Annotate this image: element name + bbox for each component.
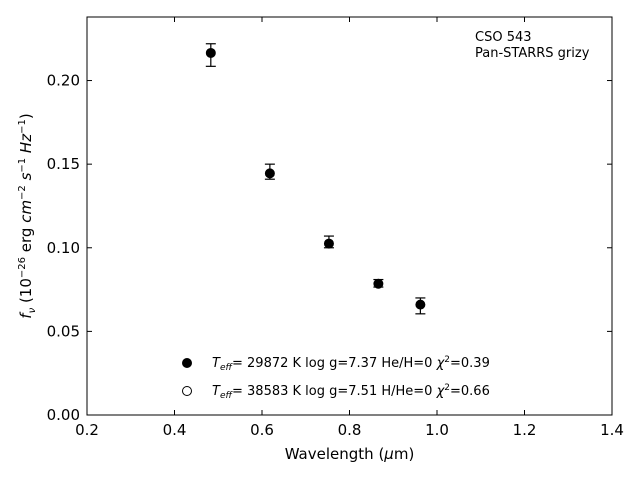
y-tick-label: 0.10 — [47, 239, 80, 257]
annotation-line-1: CSO 543 — [475, 30, 532, 45]
x-tick-label: 1.2 — [513, 421, 537, 439]
x-tick-label: 0.4 — [163, 421, 187, 439]
data-point — [264, 168, 275, 179]
data-series — [205, 43, 426, 315]
y-tick-label: 0.20 — [47, 72, 80, 90]
x-axis: 0.2 0.4 0.6 0.8 1.0 1.2 1.4 — [75, 17, 624, 439]
data-point — [205, 47, 216, 58]
x-axis-label: Wavelength (μm) — [285, 445, 415, 463]
y-tick-label: 0.05 — [47, 322, 80, 340]
data-point — [373, 278, 384, 289]
legend: Teff= 29872 K log g=7.37 He/H=0 χ2=0.39 … — [182, 355, 490, 401]
x-tick-label: 0.2 — [75, 421, 99, 439]
x-tick-label: 0.6 — [250, 421, 274, 439]
y-axis: 0.00 0.05 0.10 0.15 0.20 — [47, 72, 612, 424]
y-tick-label: 0.15 — [47, 155, 80, 173]
annotation: CSO 543 Pan-STARRS grizy — [475, 30, 590, 61]
x-tick-label: 0.8 — [338, 421, 362, 439]
legend-marker-filled — [182, 358, 192, 368]
legend-marker-open — [182, 386, 192, 396]
legend-label-2: Teff= 38583 K log g=7.51 H/He=0 χ2=0.66 — [212, 383, 490, 401]
x-tick-label: 1.0 — [425, 421, 449, 439]
annotation-line-2: Pan-STARRS grizy — [475, 46, 590, 61]
y-tick-label: 0.00 — [47, 406, 80, 424]
x-tick-label: 1.4 — [600, 421, 624, 439]
data-point — [415, 299, 426, 310]
y-axis-label: fν (10−26 erg cm−2 s−1 Hz−1) — [17, 113, 38, 318]
legend-label-1: Teff= 29872 K log g=7.37 He/H=0 χ2=0.39 — [212, 355, 490, 373]
data-point — [323, 238, 334, 249]
